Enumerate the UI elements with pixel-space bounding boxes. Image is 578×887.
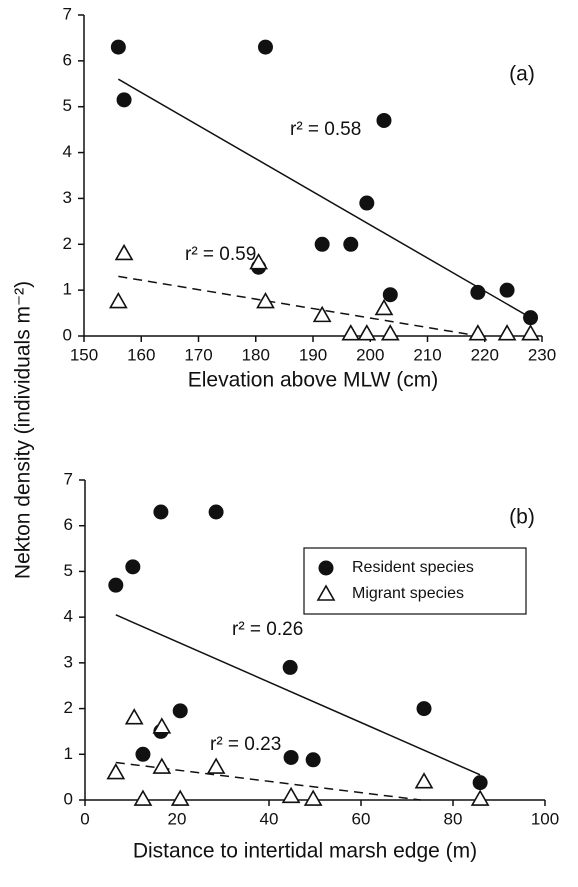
point	[116, 92, 132, 108]
legend-marker	[316, 584, 336, 601]
trend-line	[118, 275, 480, 337]
point	[499, 282, 515, 298]
y-tick-label: 2	[64, 698, 73, 717]
y-tick-label: 6	[63, 50, 72, 69]
point	[359, 195, 375, 211]
x-tick-label: 190	[299, 345, 327, 364]
y-tick-label: 4	[63, 142, 72, 161]
y-tick-label: 5	[64, 561, 73, 580]
x-tick-label: 220	[471, 345, 499, 364]
y-tick-label: 0	[64, 789, 73, 808]
x-axis-label: Distance to intertidal marsh edge (m)	[133, 840, 477, 863]
point	[108, 291, 128, 309]
point	[257, 39, 273, 55]
point	[124, 708, 144, 725]
point	[416, 701, 432, 717]
point	[470, 284, 486, 300]
point	[380, 324, 400, 341]
legend-label: Migrant species	[352, 585, 464, 602]
r-squared-label: r² = 0.23	[210, 734, 281, 755]
x-tick-label: 180	[242, 345, 270, 364]
y-tick-label: 1	[63, 280, 72, 299]
point	[357, 324, 377, 341]
point	[249, 253, 268, 270]
point	[108, 577, 124, 593]
point	[256, 291, 275, 309]
point	[341, 324, 361, 341]
point	[468, 324, 488, 341]
y-tick-label: 5	[63, 96, 72, 115]
r-squared-label: r² = 0.59	[185, 244, 256, 265]
y-tick-label: 0	[63, 325, 72, 344]
x-axis-label: Elevation above MLW (cm)	[188, 369, 439, 392]
y-tick-label: 3	[63, 188, 72, 207]
point	[343, 236, 359, 252]
point	[281, 786, 301, 804]
point	[305, 752, 321, 768]
point	[106, 762, 126, 780]
y-axis-label: Nekton density (individuals m⁻²)	[12, 281, 35, 579]
panel-label: (a)	[509, 63, 535, 86]
point	[283, 749, 299, 765]
y-tick-label: 1	[64, 744, 73, 763]
panel-label: (b)	[509, 506, 535, 529]
x-tick-label: 80	[444, 809, 463, 828]
point	[414, 772, 434, 789]
x-tick-label: 0	[80, 809, 89, 828]
point	[303, 789, 323, 806]
x-tick-label: 160	[127, 345, 155, 364]
point	[382, 287, 398, 303]
point	[376, 112, 392, 128]
point	[206, 757, 226, 774]
y-tick-label: 4	[64, 607, 73, 626]
point	[497, 324, 517, 341]
point	[470, 789, 490, 806]
y-tick-label: 7	[64, 469, 73, 488]
point	[125, 559, 141, 575]
point	[172, 703, 188, 719]
trend-line	[115, 614, 481, 776]
point	[312, 305, 332, 323]
point	[208, 504, 224, 520]
point	[152, 717, 172, 734]
x-tick-label: 40	[260, 809, 279, 828]
x-tick-label: 100	[531, 809, 559, 828]
point	[114, 243, 134, 261]
x-tick-label: 230	[528, 345, 556, 364]
point	[314, 236, 330, 252]
x-tick-label: 60	[352, 809, 371, 828]
r-squared-label: r² = 0.58	[290, 119, 361, 140]
point	[153, 504, 169, 520]
point	[282, 659, 298, 675]
legend-label: Resident species	[352, 559, 474, 576]
y-tick-label: 7	[63, 4, 72, 23]
point	[521, 324, 540, 341]
r-squared-label: r² = 0.26	[232, 619, 303, 640]
point	[133, 789, 153, 806]
x-tick-label: 150	[70, 345, 98, 364]
legend-box	[303, 547, 527, 615]
x-tick-label: 170	[184, 345, 212, 364]
point	[135, 746, 151, 762]
y-tick-label: 3	[64, 652, 73, 671]
legend-marker	[318, 560, 334, 576]
y-tick-label: 2	[63, 234, 72, 253]
point	[152, 757, 172, 774]
point	[374, 298, 394, 316]
x-tick-label: 20	[168, 809, 187, 828]
point	[472, 775, 488, 791]
x-tick-label: 210	[413, 345, 441, 364]
point	[170, 789, 190, 806]
point	[523, 310, 539, 326]
trend-line	[117, 78, 531, 319]
point	[110, 39, 126, 55]
x-tick-label: 200	[356, 345, 384, 364]
y-tick-label: 6	[64, 515, 73, 534]
